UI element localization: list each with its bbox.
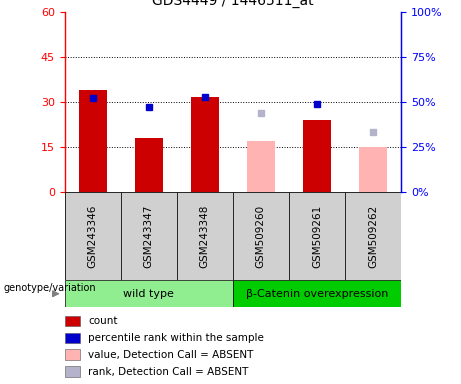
Bar (177, 192, 233, 280)
Text: percentile rank within the sample: percentile rank within the sample (88, 333, 264, 343)
Text: GSM243346: GSM243346 (88, 204, 98, 268)
Title: GDS4449 / 1446511_at: GDS4449 / 1446511_at (152, 0, 313, 8)
Bar (247, 141, 275, 192)
Bar (289, 192, 345, 280)
Bar (65, 316, 80, 326)
Bar (121, 192, 177, 280)
Bar (359, 147, 387, 192)
Text: genotype/variation: genotype/variation (3, 283, 96, 293)
Bar (65, 192, 121, 280)
Text: GSM509262: GSM509262 (368, 205, 378, 268)
Text: GSM243348: GSM243348 (200, 204, 210, 268)
Text: GSM243347: GSM243347 (144, 204, 154, 268)
Text: GSM509260: GSM509260 (256, 205, 266, 268)
Bar (303, 120, 331, 192)
Bar (233, 192, 289, 280)
Bar (345, 192, 401, 280)
Bar (135, 138, 163, 192)
Bar (65, 349, 80, 360)
Text: rank, Detection Call = ABSENT: rank, Detection Call = ABSENT (88, 367, 248, 377)
Bar (65, 280, 233, 307)
Bar (78, 90, 106, 192)
Text: β-Catenin overexpression: β-Catenin overexpression (246, 289, 388, 299)
Bar (65, 366, 80, 377)
Text: GSM509261: GSM509261 (312, 205, 322, 268)
Text: value, Detection Call = ABSENT: value, Detection Call = ABSENT (88, 350, 254, 360)
Bar (191, 97, 219, 192)
Text: wild type: wild type (123, 289, 174, 299)
Text: count: count (88, 316, 118, 326)
Bar (65, 333, 80, 343)
Bar (233, 280, 401, 307)
